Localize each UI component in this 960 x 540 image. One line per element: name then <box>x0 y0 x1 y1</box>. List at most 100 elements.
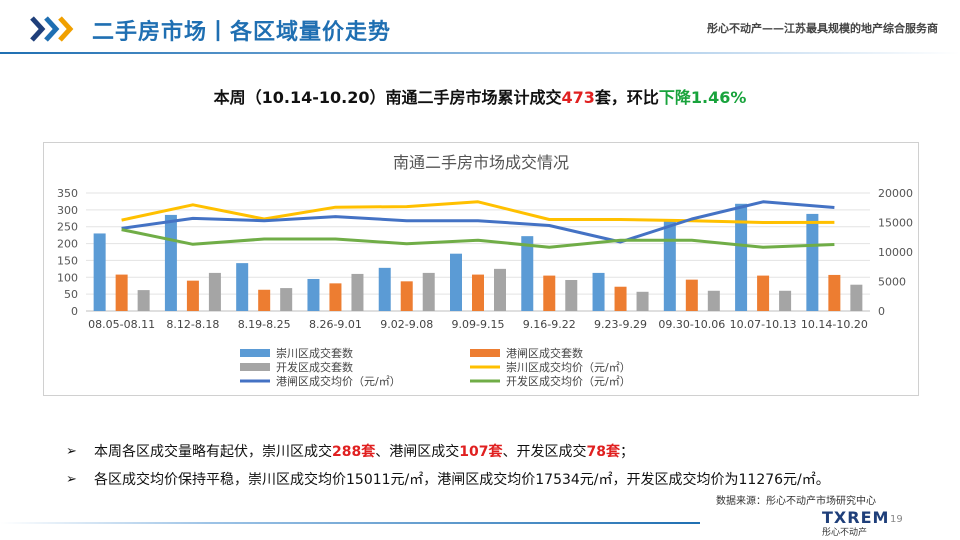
bar-2 <box>757 275 770 311</box>
legend-label: 崇川区成交均价（元/㎡） <box>506 360 631 374</box>
x-axis-tick-label: 10.07-10.13 <box>730 318 797 331</box>
line-series-2 <box>121 200 835 244</box>
left-axis-tick-label: 50 <box>64 288 78 301</box>
summary-count: 473 <box>561 88 595 107</box>
legend-label: 开发区成交套数 <box>276 360 353 374</box>
bar-3 <box>636 291 649 311</box>
legend-swatch <box>240 349 270 357</box>
bar-2 <box>400 281 413 311</box>
bar-2 <box>329 283 342 311</box>
bar-2 <box>685 279 698 311</box>
bullet-text: ； <box>619 444 634 460</box>
bullet-price: ➢ 各区成交均价保持平稳，崇川区成交均价15011元/㎡，港闸区成交均价1753… <box>66 468 830 496</box>
bar-2 <box>543 275 556 311</box>
company-logo: TXREM 彤心不动产 <box>822 508 892 538</box>
weekly-summary: 本周（10.14-10.20）南通二手房市场累计成交473套，环比下降1.46% <box>0 84 960 108</box>
bar-1 <box>164 214 177 311</box>
right-axis-tick-label: 0 <box>878 305 885 318</box>
bullet-text: 、开发区成交 <box>502 444 587 460</box>
page-number: 19 <box>890 514 903 525</box>
legend-label: 港闸区成交套数 <box>506 346 583 360</box>
bar-1 <box>663 219 676 311</box>
bar-1 <box>236 263 249 311</box>
bullet-arrow-icon: ➢ <box>66 444 77 459</box>
x-axis-tick-label: 8.12-8.18 <box>166 318 219 331</box>
bullet-text: 、港闸区成交 <box>375 444 460 460</box>
logo-name: 彤心不动产 <box>822 528 868 538</box>
bar-3 <box>779 290 792 311</box>
x-axis-tick-label: 8.19-8.25 <box>238 318 291 331</box>
page-title: 二手房市场丨各区域量价走势 <box>92 20 392 45</box>
company-slogan: 彤心不动产——江苏最具规模的地产综合服务商 <box>707 22 938 35</box>
chart-title: 南通二手房市场成交情况 <box>393 153 569 172</box>
bar-3 <box>137 290 150 311</box>
left-axis-tick-label: 100 <box>57 271 78 284</box>
x-axis-tick-label: 8.26-9.01 <box>309 318 362 331</box>
x-axis-tick-label: 09.30-10.06 <box>658 318 725 331</box>
right-axis-tick-label: 15000 <box>878 217 913 230</box>
x-axis-tick-label: 9.02-9.08 <box>380 318 433 331</box>
bar-1 <box>93 233 106 311</box>
transaction-chart: 南通二手房市场成交情况 0 50 100 150 200 250 300 350 0 5000 100… <box>57 153 913 388</box>
summary-change: 下降1.46% <box>658 88 747 107</box>
x-axis-tick-label: 08.05-08.11 <box>88 318 155 331</box>
legend-label: 开发区成交均价（元/㎡） <box>506 374 631 388</box>
summary-mid: 套，环比 <box>594 88 659 107</box>
left-axis-tick-label: 200 <box>57 238 78 251</box>
bar-3 <box>850 284 863 311</box>
bar-1 <box>450 253 462 311</box>
bar-2 <box>472 274 484 311</box>
left-axis-tick-label: 150 <box>57 254 78 267</box>
left-axis-tick-label: 300 <box>57 204 78 217</box>
bar-3 <box>494 268 506 311</box>
left-axis-tick-label: 350 <box>57 187 78 200</box>
bar-2 <box>186 280 199 311</box>
chevron-right-icon <box>30 16 74 42</box>
x-axis-tick-label: 9.16-9.22 <box>523 318 576 331</box>
logo-mark: TXREM <box>822 508 890 527</box>
bar-3 <box>280 288 293 311</box>
bar-3 <box>707 290 720 311</box>
legend-label: 港闸区成交均价（元/㎡） <box>276 374 401 388</box>
bar-2 <box>828 274 841 311</box>
bullet-volume: ➢ 本周各区成交量略有起伏，崇川区成交288套、港闸区成交107套、开发区成交7… <box>66 440 830 468</box>
legend-label: 崇川区成交套数 <box>276 346 353 360</box>
bullet-highlight: 107套 <box>459 444 503 460</box>
line-series-1 <box>121 200 835 224</box>
bullet-highlight: 288套 <box>332 444 376 460</box>
bar-3 <box>422 272 435 311</box>
left-axis-tick-label: 0 <box>71 305 78 318</box>
line-series-3 <box>121 228 835 249</box>
bar-2 <box>614 286 627 311</box>
bullet-text: 各区成交均价保持平稳，崇川区成交均价15011元/㎡，港闸区成交均价17534元… <box>94 472 830 488</box>
x-axis-tick-label: 10.14-10.20 <box>801 318 868 331</box>
legend-swatch <box>470 349 500 357</box>
bar-1 <box>806 213 819 311</box>
right-axis-tick-label: 20000 <box>878 187 913 200</box>
bar-1 <box>592 272 605 311</box>
bar-3 <box>208 272 221 311</box>
bar-2 <box>258 289 271 311</box>
bullet-arrow-icon: ➢ <box>66 472 77 487</box>
legend-swatch <box>240 363 270 371</box>
bar-1 <box>735 203 748 311</box>
right-axis-tick-label: 10000 <box>878 246 913 259</box>
header: 二手房市场丨各区域量价走势 彤心不动产——江苏最具规模的地产综合服务商 <box>0 0 960 60</box>
chart-container: 南通二手房市场成交情况 0 50 100 150 200 250 300 350 0 5000 100… <box>43 142 919 396</box>
bar-1 <box>521 236 534 311</box>
left-axis-tick-label: 250 <box>57 221 78 234</box>
bar-1 <box>378 267 391 311</box>
bar-3 <box>565 279 578 311</box>
bullet-highlight: 78套 <box>586 444 620 460</box>
right-axis-tick-label: 5000 <box>878 276 906 289</box>
x-axis-tick-label: 9.09-9.15 <box>452 318 505 331</box>
bar-1 <box>307 278 320 311</box>
footer-divider <box>0 522 700 524</box>
bullet-text: 本周各区成交量略有起伏，崇川区成交 <box>94 444 332 460</box>
x-axis-tick-label: 9.23-9.29 <box>594 318 647 331</box>
summary-prefix: 本周（10.14-10.20）南通二手房市场累计成交 <box>213 88 562 107</box>
data-source: 数据来源：彤心不动产市场研究中心 <box>716 496 876 507</box>
header-divider <box>0 52 960 54</box>
bullet-list: ➢ 本周各区成交量略有起伏，崇川区成交288套、港闸区成交107套、开发区成交7… <box>66 440 830 496</box>
bar-3 <box>351 273 364 311</box>
